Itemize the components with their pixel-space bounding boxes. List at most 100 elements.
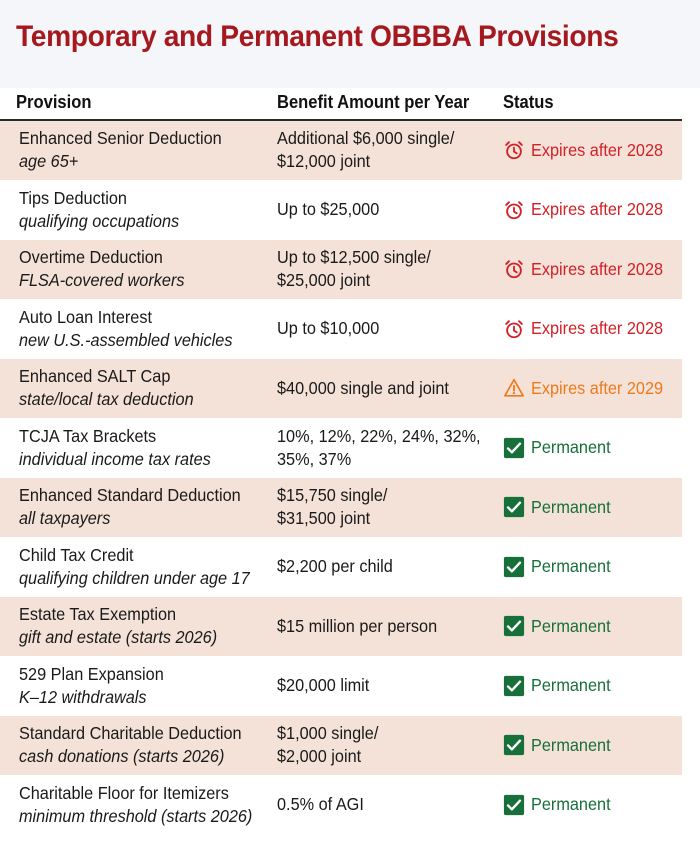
- status-label: Expires after 2028: [531, 318, 664, 339]
- benefit-amount: $15,750 single/ $31,500 joint: [277, 485, 388, 529]
- benefit-cell: 10%, 12%, 22%, 24%, 32%, 35%, 37%: [277, 419, 497, 478]
- status-cell: Permanent: [503, 716, 683, 775]
- table-row: Charitable Floor for Itemizers minimum th…: [0, 775, 683, 835]
- benefit-cell: $15 million per person: [277, 597, 497, 656]
- provision-cell: Estate Tax Exemption gift and estate (sta…: [19, 603, 256, 649]
- provision-name: Estate Tax Exemption: [19, 604, 177, 624]
- provision-cell: Enhanced Senior Deduction age 65+: [19, 127, 256, 173]
- table-header: Provision Benefit Amount per Year Status: [0, 88, 682, 121]
- provision-detail: qualifying occupations: [19, 210, 180, 231]
- provision-detail: K–12 withdrawals: [19, 686, 147, 707]
- status-label: Expires after 2029: [531, 377, 664, 398]
- provision-name: Enhanced Standard Deduction: [19, 485, 241, 505]
- status-cell: Permanent: [503, 597, 683, 656]
- provision-name: Auto Loan Interest: [19, 306, 153, 327]
- provision-cell: Child Tax Credit qualifying children unde…: [19, 544, 256, 590]
- table-row: Enhanced Senior Deduction age 65+ Addition…: [0, 121, 682, 181]
- check-box-icon: [503, 675, 525, 697]
- benefit-cell: Up to $10,000: [277, 300, 497, 359]
- status-cell: Expires after 2028: [503, 300, 683, 359]
- status-label: Permanent: [531, 437, 611, 458]
- benefit-cell: Up to $12,500 single/ $25,000 joint: [277, 240, 497, 299]
- provision-detail: gift and estate (starts 2026): [19, 627, 218, 647]
- benefit-amount: Up to $10,000: [277, 318, 380, 339]
- status-cell: Permanent: [503, 419, 683, 478]
- page-title: Temporary and Permanent OBBBA Provisions: [16, 20, 619, 53]
- provision-detail: state/local tax deduction: [19, 389, 194, 409]
- provision-name: Child Tax Credit: [19, 544, 134, 565]
- provision-cell: Standard Charitable Deduction cash donati…: [19, 722, 256, 768]
- column-header-status: Status: [503, 92, 554, 112]
- provision-detail: FLSA-covered workers: [19, 270, 185, 290]
- benefit-amount: $1,000 single/ $2,000 joint: [277, 723, 379, 767]
- status-label: Expires after 2028: [531, 139, 664, 160]
- check-box-icon: [503, 437, 525, 459]
- table-row: 529 Plan Expansion K–12 withdrawals $20,00…: [0, 657, 683, 716]
- provision-detail: cash donations (starts 2026): [19, 746, 225, 766]
- status-label: Permanent: [531, 675, 611, 696]
- provision-name: 529 Plan Expansion: [19, 663, 164, 684]
- status-cell: Permanent: [503, 478, 683, 537]
- alarm-clock-icon: [503, 258, 525, 280]
- provision-cell: Enhanced Standard Deduction all taxpayers: [19, 484, 256, 530]
- status-cell: Permanent: [503, 538, 683, 597]
- table-row: Tips Deduction qualifying occupations Up t…: [0, 181, 683, 240]
- provision-name: Overtime Deduction: [19, 247, 163, 267]
- benefit-cell: $40,000 single and joint: [277, 359, 497, 418]
- table-row: Enhanced SALT Cap state/local tax deducti…: [0, 359, 682, 419]
- benefit-cell: 0.5% of AGI: [277, 776, 497, 835]
- provision-detail: age 65+: [19, 151, 79, 171]
- table-row: Estate Tax Exemption gift and estate (sta…: [0, 597, 682, 657]
- provision-name: Enhanced SALT Cap: [19, 366, 171, 386]
- status-cell: Permanent: [503, 657, 683, 716]
- provision-cell: Enhanced SALT Cap state/local tax deducti…: [19, 365, 256, 411]
- benefit-cell: Additional $6,000 single/ $12,000 joint: [277, 121, 497, 180]
- check-box-icon: [503, 794, 525, 816]
- provision-name: Charitable Floor for Itemizers: [19, 782, 229, 803]
- status-label: Permanent: [531, 556, 611, 577]
- table-row: Enhanced Standard Deduction all taxpayers…: [0, 478, 682, 538]
- check-box-icon: [503, 734, 525, 756]
- table-row: Auto Loan Interest new U.S.-assembled veh…: [0, 300, 683, 359]
- status-label: Permanent: [531, 615, 611, 636]
- provision-name: Standard Charitable Deduction: [19, 723, 242, 743]
- status-label: Permanent: [531, 734, 611, 755]
- status-label: Permanent: [531, 496, 611, 517]
- provision-name: Enhanced Senior Deduction: [19, 128, 222, 148]
- column-header-provision: Provision: [16, 92, 92, 112]
- status-cell: Expires after 2029: [503, 359, 683, 418]
- status-cell: Expires after 2028: [503, 181, 683, 240]
- provision-detail: qualifying children under age 17: [19, 567, 250, 588]
- status-cell: Expires after 2028: [503, 240, 683, 299]
- benefit-amount: $40,000 single and joint: [277, 377, 449, 398]
- status-label: Expires after 2028: [531, 258, 664, 279]
- table-row: Overtime Deduction FLSA-covered workers Up…: [0, 240, 682, 300]
- provision-name: TCJA Tax Brackets: [19, 425, 157, 446]
- benefit-cell: $20,000 limit: [277, 657, 497, 716]
- table-row: Child Tax Credit qualifying children unde…: [0, 538, 683, 597]
- title-band: Temporary and Permanent OBBBA Provisions: [0, 0, 700, 88]
- warning-triangle-icon: [503, 377, 525, 399]
- check-box-icon: [503, 615, 525, 637]
- provision-detail: individual income tax rates: [19, 448, 211, 469]
- table-row: Standard Charitable Deduction cash donati…: [0, 716, 682, 776]
- provision-detail: new U.S.-assembled vehicles: [19, 329, 233, 350]
- provision-cell: Auto Loan Interest new U.S.-assembled veh…: [19, 306, 256, 352]
- benefit-cell: $15,750 single/ $31,500 joint: [277, 478, 497, 537]
- benefit-amount: $15 million per person: [277, 615, 438, 636]
- benefit-amount: Additional $6,000 single/ $12,000 joint: [277, 128, 455, 172]
- provision-cell: Charitable Floor for Itemizers minimum th…: [19, 782, 256, 828]
- provision-detail: minimum threshold (starts 2026): [19, 805, 253, 826]
- benefit-amount: $2,200 per child: [277, 556, 393, 577]
- alarm-clock-icon: [503, 139, 525, 161]
- check-box-icon: [503, 496, 525, 518]
- benefit-amount: $20,000 limit: [277, 675, 370, 696]
- table-row: TCJA Tax Brackets individual income tax r…: [0, 419, 683, 478]
- provision-cell: Overtime Deduction FLSA-covered workers: [19, 246, 256, 292]
- status-cell: Permanent: [503, 776, 683, 835]
- benefit-amount: Up to $25,000: [277, 199, 380, 220]
- provisions-table-body: Enhanced Senior Deduction age 65+ Addition…: [0, 121, 682, 835]
- provision-cell: 529 Plan Expansion K–12 withdrawals: [19, 663, 256, 709]
- provision-cell: Tips Deduction qualifying occupations: [19, 187, 256, 233]
- provision-detail: all taxpayers: [19, 508, 111, 528]
